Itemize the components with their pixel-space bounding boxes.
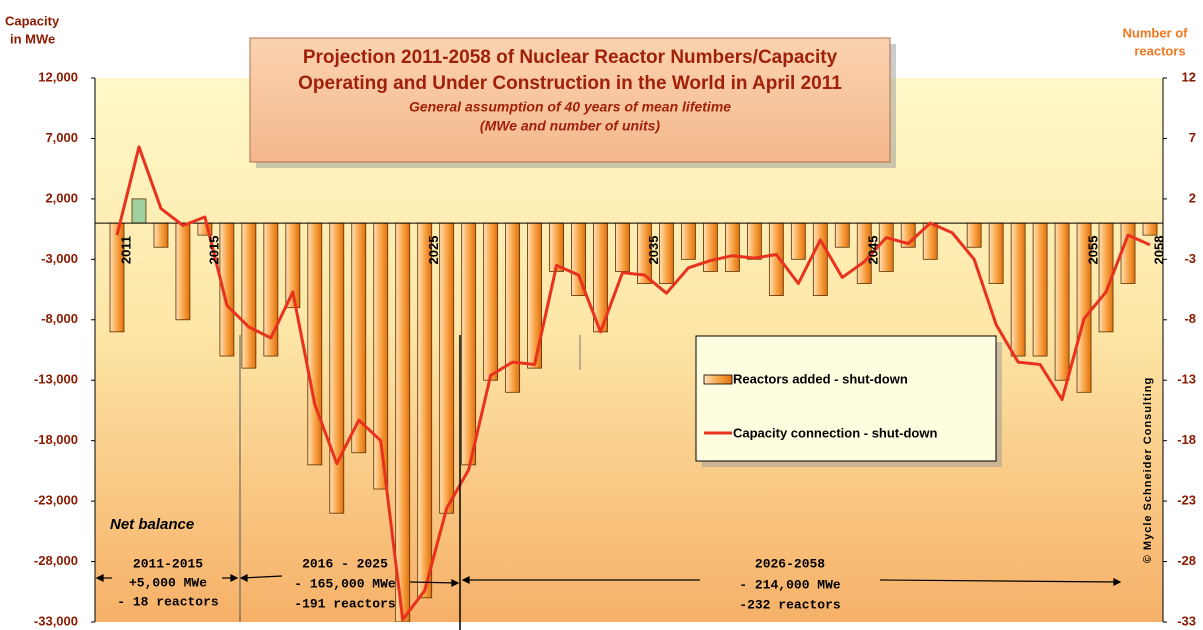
y2-tick-label: -8 bbox=[1184, 311, 1196, 326]
y-tick-label: -8,000 bbox=[41, 311, 78, 326]
annotation: -191 reactors bbox=[294, 596, 396, 611]
bar bbox=[461, 222, 477, 466]
x-tick-label: 2058 bbox=[1151, 236, 1166, 265]
title-box bbox=[249, 37, 891, 163]
y2-label: reactors bbox=[1134, 43, 1185, 58]
y2-tick-label: -3 bbox=[1184, 251, 1196, 266]
bar bbox=[153, 222, 169, 248]
x-tick-label: 2025 bbox=[426, 236, 441, 265]
y-tick-label: 7,000 bbox=[45, 130, 78, 145]
x-tick-label: 2035 bbox=[646, 236, 661, 265]
bar bbox=[351, 222, 367, 454]
bar bbox=[988, 222, 1004, 284]
y2-tick-label: -23 bbox=[1177, 493, 1196, 508]
y2-tick-label: -13 bbox=[1177, 372, 1196, 387]
legend-label: Reactors added - shut-down bbox=[733, 371, 908, 386]
bar bbox=[790, 222, 806, 260]
bar bbox=[812, 222, 828, 296]
bar bbox=[1032, 222, 1048, 357]
annotation: - 214,000 MWe bbox=[739, 577, 841, 592]
period-arrows bbox=[95, 574, 1122, 587]
bar bbox=[307, 222, 323, 466]
y2-label: Number of bbox=[1123, 25, 1189, 40]
y-tick-label: 2,000 bbox=[45, 190, 78, 205]
bar bbox=[241, 222, 257, 369]
bar bbox=[878, 222, 894, 272]
y2-tick-label: 12 bbox=[1182, 69, 1196, 84]
y-tick-label: -13,000 bbox=[34, 372, 78, 387]
plot bbox=[95, 145, 1163, 622]
y-tick-label: -28,000 bbox=[34, 553, 78, 568]
x-tick-label: 2011 bbox=[118, 236, 133, 264]
x-tick-label: 2045 bbox=[866, 236, 881, 265]
y2-tick-label: 7 bbox=[1189, 130, 1196, 145]
y2-tick-label: -33 bbox=[1177, 613, 1196, 628]
chart-subtitle: (MWe and number of units) bbox=[480, 118, 661, 134]
legend bbox=[695, 335, 997, 462]
x-tick-label: 2055 bbox=[1086, 236, 1101, 265]
annotation: 2026-2058 bbox=[755, 556, 825, 571]
bar bbox=[395, 222, 411, 622]
chart-title: Projection 2011-2058 of Nuclear Reactor … bbox=[303, 47, 838, 68]
y-tick-label: -33,000 bbox=[34, 613, 78, 628]
y-tick-label: -3,000 bbox=[41, 251, 78, 266]
bar bbox=[175, 222, 191, 321]
annotation: Net balance bbox=[110, 516, 194, 533]
bar bbox=[505, 222, 521, 393]
bar bbox=[483, 222, 499, 381]
y-label: in MWe bbox=[10, 31, 55, 46]
legend-swatch bbox=[703, 374, 733, 385]
bar bbox=[417, 222, 433, 599]
y-tick-label: -18,000 bbox=[34, 432, 78, 447]
bar bbox=[1120, 222, 1136, 284]
annotation: 2016 - 2025 bbox=[302, 556, 388, 571]
bar bbox=[1142, 222, 1158, 236]
annotation: +5,000 MWe bbox=[129, 575, 207, 590]
y2-tick-label: -28 bbox=[1177, 553, 1196, 568]
bar bbox=[703, 222, 718, 272]
chart-subtitle: General assumption of 40 years of mean l… bbox=[409, 99, 731, 115]
bar bbox=[966, 222, 982, 248]
chart-title: Operating and Under Construction in the … bbox=[298, 73, 842, 94]
y2-tick-label: 2 bbox=[1189, 190, 1196, 205]
bar bbox=[1010, 222, 1026, 357]
y-tick-label: 12,000 bbox=[38, 69, 78, 84]
bar bbox=[746, 222, 762, 260]
credit: © Mycle Schneider Consulting bbox=[1142, 377, 1154, 563]
annotation: - 165,000 MWe bbox=[294, 576, 396, 591]
bar bbox=[439, 222, 455, 514]
bar bbox=[615, 222, 630, 272]
annotation: -232 reactors bbox=[739, 597, 841, 612]
bar bbox=[681, 222, 696, 260]
y-label: Capacity bbox=[5, 13, 60, 28]
bar bbox=[1054, 222, 1070, 381]
annotation: 2011-2015 bbox=[133, 556, 203, 571]
legend-label: Capacity connection - shut-down bbox=[733, 425, 937, 440]
x-tick-label: 2015 bbox=[206, 236, 221, 265]
line bbox=[115, 145, 1151, 622]
bar bbox=[834, 222, 850, 248]
y-tick-label: -23,000 bbox=[34, 493, 78, 508]
y2-tick-label: -18 bbox=[1177, 432, 1196, 447]
bar bbox=[131, 198, 147, 224]
annotation: - 18 reactors bbox=[117, 594, 219, 609]
bar bbox=[659, 222, 674, 284]
bar bbox=[329, 222, 345, 514]
bar bbox=[725, 222, 740, 272]
